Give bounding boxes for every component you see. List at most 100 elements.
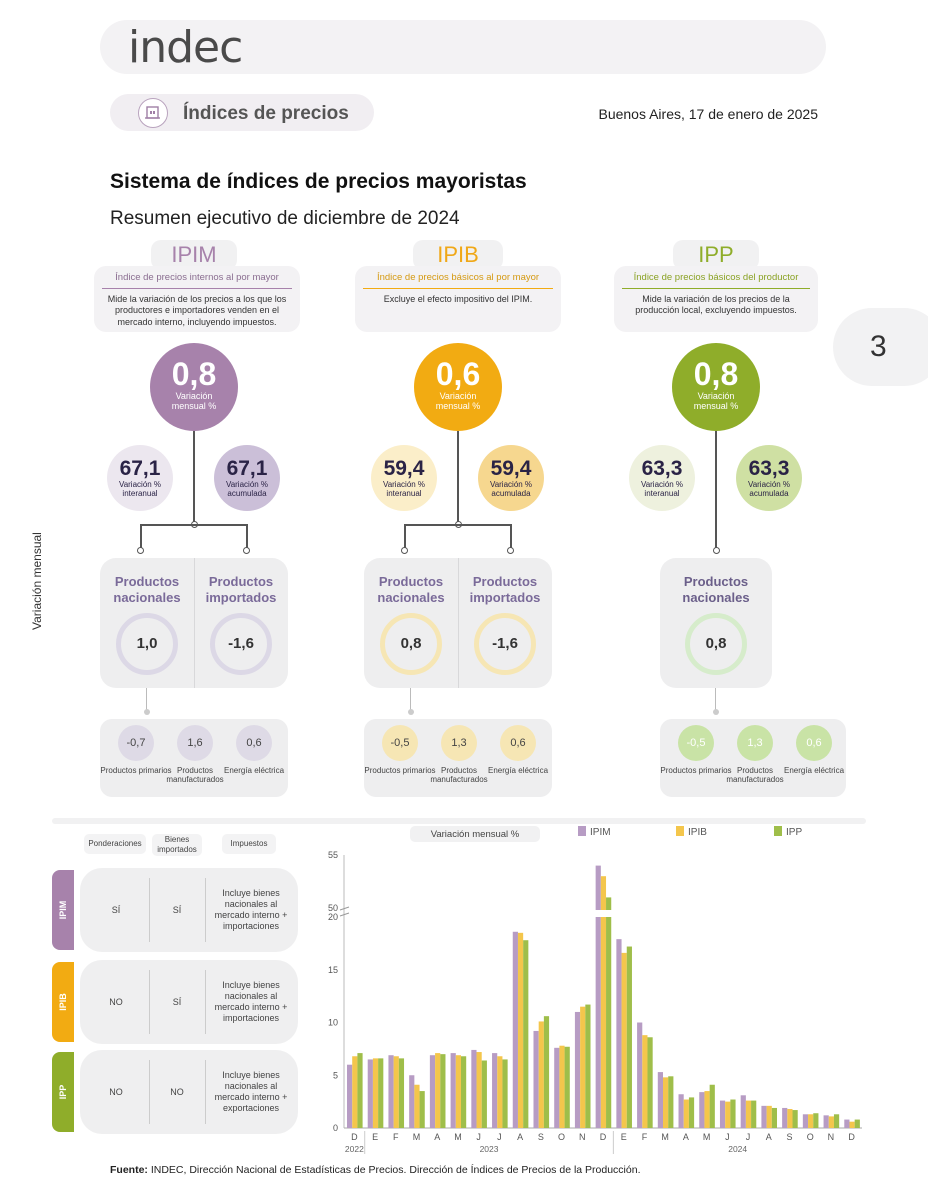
ipp-sub-label-2: Energía eléctrica	[783, 766, 845, 775]
legend-label-ipim: IPIM	[590, 827, 611, 838]
bar-ipib	[476, 1052, 482, 1128]
bar-ipib	[683, 1099, 689, 1128]
x-tick-label: O	[558, 1132, 565, 1142]
bar-ipim	[637, 1022, 643, 1128]
bar-ipim	[719, 1100, 726, 1128]
ipp-monthly-value: 0,8	[693, 356, 739, 392]
cell-impuestos: Incluye bienes nacionales al mercado int…	[214, 1070, 288, 1113]
ipp-sub-connector	[715, 688, 716, 712]
ipib-sub-label-0: Productos primarios	[364, 766, 436, 775]
x-tick-label: M	[703, 1132, 711, 1142]
ipib-yoy-value: 59,4	[383, 457, 425, 480]
ipim-sub-value-2: 0,6	[246, 737, 262, 749]
bar-ipib	[414, 1084, 420, 1128]
tab-ipp[interactable]: IPP	[673, 240, 759, 270]
bar-ipib	[849, 1121, 855, 1128]
ipp-definition-title: Índice de precios básicos del productor	[633, 272, 799, 283]
ipp-yoy-circle: 63,3 Variación % interanual	[629, 445, 695, 511]
bar-ipib	[745, 1100, 752, 1128]
ipib-cumulative-value: 59,4	[490, 457, 532, 480]
ipim-monthly-value: 0,8	[171, 356, 217, 392]
ipp-sub-label-1: Productos manufacturados	[726, 766, 784, 784]
bar-ipim	[802, 1114, 809, 1128]
y-tick-label: 0	[333, 1123, 338, 1133]
bar-ipim	[740, 1095, 746, 1128]
x-tick-label: J	[725, 1132, 730, 1142]
y-tick-label: 55	[328, 850, 338, 860]
x-tick-label: S	[538, 1132, 544, 1142]
ipib-connector-r	[510, 524, 512, 548]
cell-ponderaciones: NO	[109, 997, 123, 1007]
ipim-definition-rule	[102, 288, 292, 289]
header-bar	[100, 20, 826, 74]
bar-ipib	[600, 917, 607, 1128]
ipib-product-value-0: 0,8	[400, 635, 422, 652]
year-label: 2022	[345, 1144, 364, 1154]
bar-ipib	[393, 1056, 399, 1128]
ipib-sub-value-2: 0,6	[510, 737, 526, 749]
legend-label-ipp: IPP	[786, 827, 802, 838]
ipib-products-divider	[458, 558, 459, 688]
tab-ipib[interactable]: IPIB	[413, 240, 503, 270]
ipp-product-label-0: Productos nacionales	[682, 574, 750, 605]
bar-ipib	[352, 1056, 358, 1128]
bar-ipim	[492, 1053, 498, 1128]
indec-logo[interactable]: indec	[128, 22, 243, 73]
ipib-monthly-label: Variación mensual %	[435, 391, 481, 411]
ipim-sub-label-0: Productos primarios	[100, 766, 172, 775]
legend-label-ipib: IPIB	[688, 827, 707, 838]
ipib-product-label-0: Productos nacionales	[377, 574, 445, 605]
ipp-cumulative-circle: 63,3 Variación % acumulada	[736, 445, 802, 511]
ipim-connector-h	[141, 524, 248, 526]
bar-ipp	[378, 1058, 384, 1128]
ipim-yoy-label: Variación % interanual	[118, 480, 162, 498]
ipib-sub-label-2: Energía eléctrica	[487, 766, 549, 775]
x-tick-label: E	[621, 1132, 627, 1142]
x-tick-label: F	[393, 1132, 399, 1142]
table-row	[80, 868, 298, 952]
bar-break-band	[590, 911, 620, 917]
bar-ipib	[497, 1056, 503, 1128]
x-tick-label: F	[642, 1132, 648, 1142]
ipim-sub-value-0: -0,7	[126, 737, 146, 749]
bar-ipp	[709, 1084, 715, 1128]
ipim-definition-box: Índice de precios internos al por mayor …	[94, 266, 300, 332]
ipp-sub-node	[713, 709, 719, 715]
bar-ipib	[787, 1109, 793, 1128]
ipim-sub-node	[144, 709, 150, 715]
tab-ipim[interactable]: IPIM	[151, 240, 237, 270]
bar-ipp	[813, 1113, 819, 1128]
bar-ipp	[502, 1059, 508, 1128]
bar-ipp	[647, 1037, 653, 1128]
bar-ipp	[751, 1100, 757, 1128]
bar-ipp	[585, 1004, 591, 1128]
bar-ipib	[725, 1101, 731, 1128]
x-tick-label: A	[683, 1132, 689, 1142]
ipib-definition-title: Índice de precios básicos al por mayor	[376, 272, 540, 283]
bar-ipp	[461, 1056, 467, 1128]
row-separator	[149, 970, 150, 1034]
x-tick-label: N	[579, 1132, 586, 1142]
ipim-yoy-value: 67,1	[119, 457, 161, 480]
ipim-sub-label-2: Energía eléctrica	[223, 766, 285, 775]
bar-ipp	[854, 1119, 860, 1128]
ipim-cumulative-circle: 67,1 Variación % acumulada	[214, 445, 280, 511]
ipp-definition-text: Mide la variación de los precios de la p…	[635, 294, 797, 316]
cell-importados: SÍ	[172, 997, 182, 1007]
x-tick-label: M	[454, 1132, 462, 1142]
bar-ipim	[844, 1119, 850, 1128]
chart-title: Variación mensual %	[431, 829, 520, 840]
bar-ipim	[533, 1030, 539, 1128]
ipib-sub-circle-1: 1,3	[441, 725, 477, 761]
row-separator	[205, 1060, 206, 1124]
ipp-sub-circle-2: 0,6	[796, 725, 832, 761]
ipib-yoy-label: Variación % interanual	[382, 480, 426, 498]
ipim-products-divider	[194, 558, 195, 688]
bar-ipp	[440, 1054, 446, 1128]
bar-ipp	[626, 946, 632, 1128]
footer-text: INDEC, Dirección Nacional de Estadística…	[147, 1164, 641, 1176]
ipim-product-label-1: Productos importados	[205, 574, 277, 605]
ipim-product-value-1: -1,6	[228, 635, 254, 652]
bar-ipp-upper	[606, 897, 612, 910]
side-axis-label: Variación mensual	[30, 532, 44, 630]
